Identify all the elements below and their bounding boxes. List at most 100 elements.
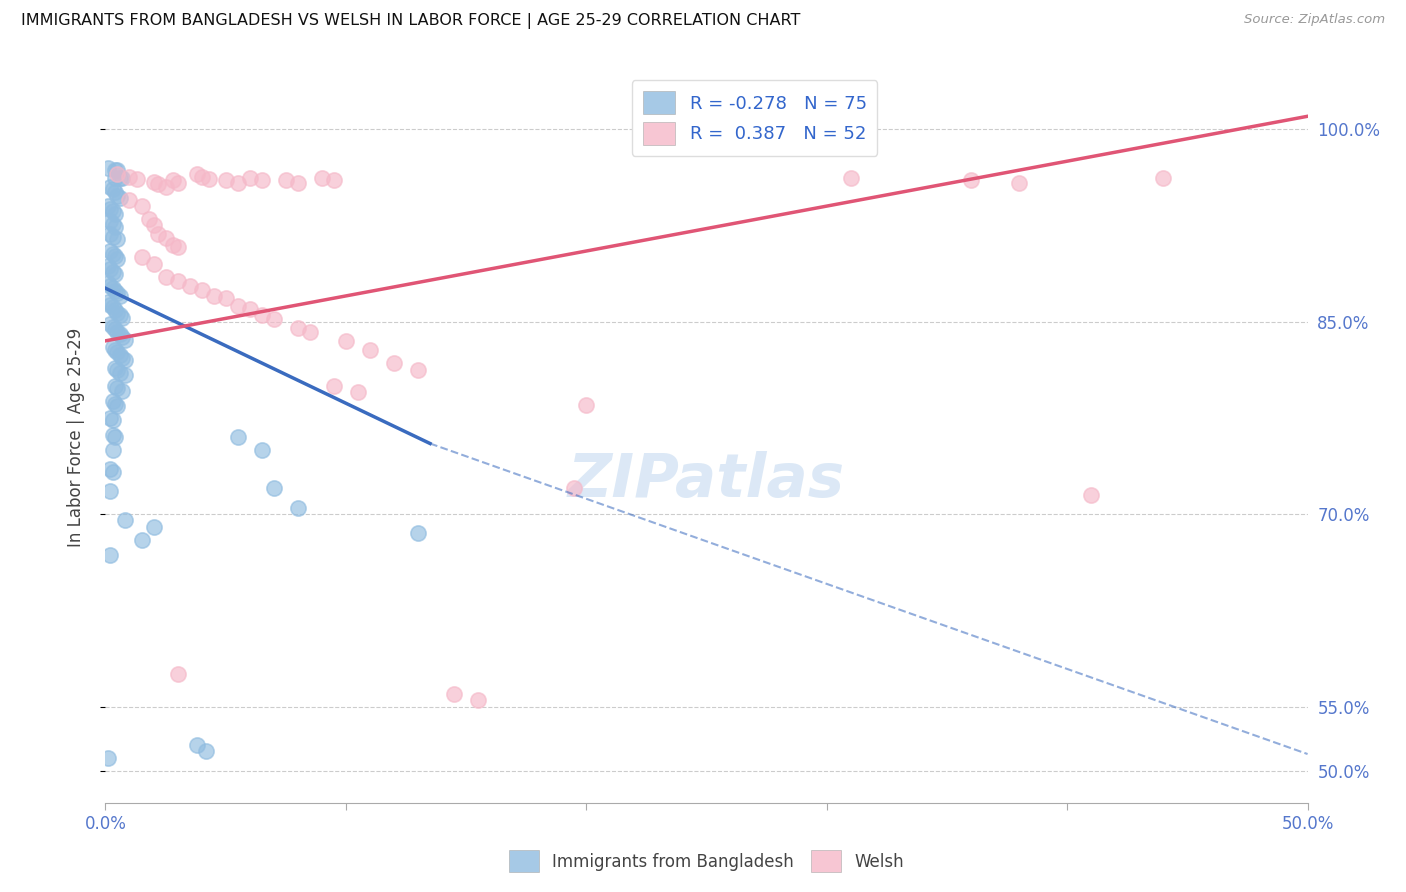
- Point: [114, 333, 136, 347]
- Point: [104, 360, 127, 375]
- Point: [142, 520, 165, 534]
- Point: [107, 286, 129, 301]
- Point: [1008, 176, 1031, 190]
- Point: [111, 351, 134, 365]
- Point: [104, 219, 127, 234]
- Point: [98, 202, 121, 216]
- Y-axis label: In Labor Force | Age 25-29: In Labor Force | Age 25-29: [66, 327, 84, 547]
- Point: [138, 211, 160, 226]
- Point: [114, 514, 136, 528]
- Point: [142, 219, 165, 233]
- Point: [195, 744, 218, 758]
- Point: [250, 308, 273, 322]
- Point: [111, 384, 134, 398]
- Point: [98, 244, 121, 258]
- Point: [111, 170, 134, 185]
- Point: [101, 230, 124, 244]
- Point: [226, 176, 249, 190]
- Point: [287, 321, 309, 335]
- Point: [263, 482, 285, 496]
- Point: [101, 264, 124, 278]
- Point: [118, 193, 141, 207]
- Point: [97, 161, 120, 175]
- Point: [287, 500, 309, 515]
- Point: [311, 170, 333, 185]
- Point: [104, 249, 127, 263]
- Point: [107, 232, 129, 246]
- Point: [287, 176, 309, 190]
- Point: [239, 170, 262, 185]
- Point: [214, 173, 236, 187]
- Point: [108, 348, 131, 362]
- Point: [97, 295, 120, 310]
- Point: [98, 410, 121, 425]
- Point: [155, 269, 177, 284]
- Point: [104, 170, 127, 185]
- Point: [97, 260, 120, 274]
- Point: [98, 262, 121, 277]
- Point: [98, 214, 121, 228]
- Point: [263, 312, 285, 326]
- Point: [101, 394, 124, 409]
- Point: [101, 204, 124, 219]
- Point: [101, 217, 124, 231]
- Point: [148, 227, 170, 242]
- Point: [190, 169, 212, 184]
- Legend: Immigrants from Bangladesh, Welsh: Immigrants from Bangladesh, Welsh: [502, 844, 911, 879]
- Point: [104, 185, 127, 199]
- Point: [101, 301, 124, 315]
- Point: [250, 442, 273, 457]
- Point: [406, 526, 429, 541]
- Point: [467, 693, 489, 707]
- Point: [1152, 170, 1174, 185]
- Point: [111, 330, 134, 344]
- Point: [443, 687, 465, 701]
- Point: [131, 199, 153, 213]
- Point: [97, 276, 120, 290]
- Point: [101, 246, 124, 260]
- Point: [166, 240, 188, 254]
- Point: [186, 738, 208, 752]
- Point: [131, 533, 153, 547]
- Point: [104, 378, 127, 392]
- Point: [98, 298, 121, 312]
- Point: [179, 278, 201, 293]
- Point: [382, 356, 405, 370]
- Point: [104, 343, 127, 357]
- Point: [226, 430, 249, 444]
- Point: [335, 334, 357, 348]
- Point: [107, 381, 129, 395]
- Point: [101, 319, 124, 334]
- Point: [1080, 488, 1102, 502]
- Point: [198, 172, 221, 186]
- Point: [250, 173, 273, 187]
- Point: [98, 278, 121, 293]
- Point: [107, 167, 129, 181]
- Point: [406, 363, 429, 377]
- Point: [104, 163, 127, 178]
- Point: [359, 343, 381, 357]
- Point: [148, 178, 170, 192]
- Point: [142, 257, 165, 271]
- Point: [190, 283, 212, 297]
- Text: Source: ZipAtlas.com: Source: ZipAtlas.com: [1244, 13, 1385, 27]
- Point: [107, 363, 129, 377]
- Point: [108, 327, 131, 342]
- Point: [322, 173, 344, 187]
- Point: [107, 305, 129, 319]
- Point: [98, 179, 121, 194]
- Point: [101, 442, 124, 457]
- Point: [226, 299, 249, 313]
- Point: [125, 172, 148, 186]
- Point: [101, 340, 124, 354]
- Point: [97, 199, 120, 213]
- Point: [104, 397, 127, 411]
- Point: [166, 667, 188, 681]
- Point: [155, 231, 177, 245]
- Point: [322, 378, 344, 392]
- Point: [108, 191, 131, 205]
- Point: [108, 308, 131, 322]
- Point: [166, 176, 188, 190]
- Point: [114, 368, 136, 383]
- Point: [108, 289, 131, 303]
